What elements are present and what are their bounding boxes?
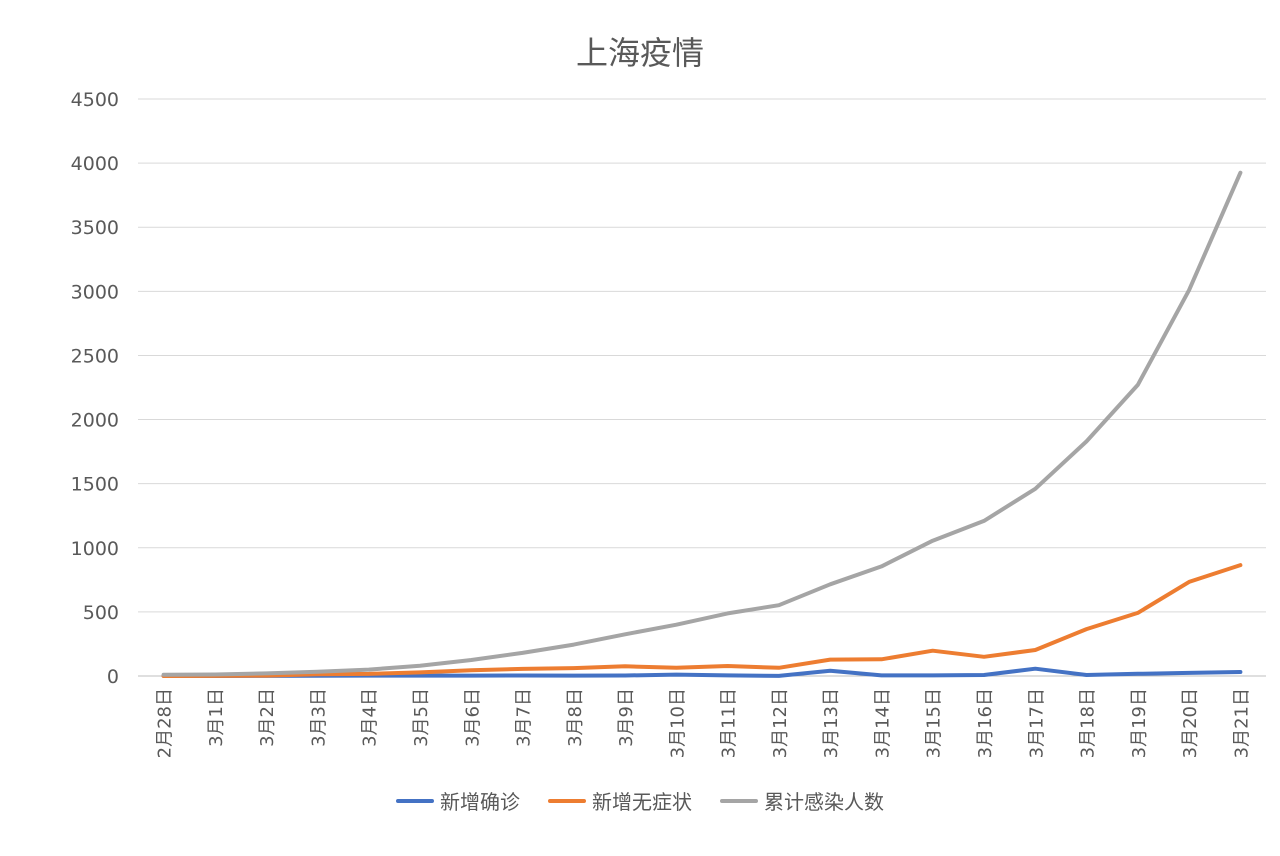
- legend-swatch: [720, 798, 758, 803]
- x-tick-label: 3月4日: [360, 688, 381, 747]
- legend-swatch: [548, 798, 586, 803]
- x-tick-label: 3月9日: [616, 688, 637, 747]
- x-tick-label: 3月1日: [206, 688, 227, 747]
- x-tick-label: 3月2日: [257, 688, 278, 747]
- y-tick-label: 3000: [71, 281, 119, 303]
- x-tick-label: 3月14日: [872, 688, 893, 758]
- x-tick-label: 3月12日: [770, 688, 791, 758]
- x-tick-label: 3月20日: [1180, 688, 1201, 758]
- x-tick-label: 3月5日: [411, 688, 432, 747]
- x-tick-label: 3月15日: [924, 688, 945, 758]
- x-tick-label: 3月10日: [667, 688, 688, 758]
- legend-item: 新增确诊: [396, 786, 520, 815]
- legend: 新增确诊 新增无症状 累计感染人数: [0, 786, 1280, 815]
- x-tick-label: 3月19日: [1129, 688, 1150, 758]
- x-tick-label: 3月17日: [1026, 688, 1047, 758]
- gridlines: [138, 98, 1266, 677]
- x-tick-label: 3月21日: [1231, 688, 1252, 758]
- y-tick-label: 0: [107, 666, 119, 688]
- x-tick-label: 3月6日: [462, 688, 483, 747]
- legend-item: 新增无症状: [548, 786, 692, 815]
- y-tick-label: 500: [83, 602, 119, 624]
- x-tick-label: 3月18日: [1078, 688, 1099, 758]
- x-tick-label: 3月3日: [308, 688, 329, 747]
- y-tick-label: 1500: [71, 474, 119, 496]
- legend-label: 累计感染人数: [764, 790, 884, 814]
- x-tick-label: 3月11日: [719, 688, 740, 758]
- x-tick-label: 2月28日: [155, 688, 176, 758]
- y-tick-label: 4500: [71, 89, 119, 111]
- x-tick-label: 3月16日: [975, 688, 996, 758]
- chart-title: 上海疫情: [575, 34, 704, 72]
- series-lines: [161, 170, 1243, 678]
- y-axis-ticks: 0 500 1000 1500 2000 2500 3000 3500 4000 4500: [71, 89, 119, 688]
- y-tick-label: 2500: [71, 345, 119, 367]
- x-tick-label: 3月8日: [565, 688, 586, 747]
- legend-swatch: [396, 798, 434, 803]
- y-tick-label: 2000: [71, 410, 119, 432]
- series-line-2: [161, 170, 1243, 677]
- series-line-1: [161, 563, 1243, 678]
- y-tick-label: 3500: [71, 217, 119, 239]
- x-axis-ticks: 2月28日 3月1日 3月2日 3月3日 3月4日 3月5日 3月6日 3月7日 3月8日 3月9…: [155, 688, 1253, 758]
- y-tick-label: 4000: [71, 153, 119, 175]
- x-tick-label: 3月13日: [821, 688, 842, 758]
- y-tick-label: 1000: [71, 538, 119, 560]
- legend-label: 新增确诊: [440, 790, 520, 814]
- legend-item: 累计感染人数: [720, 786, 884, 815]
- x-tick-label: 3月7日: [514, 688, 535, 747]
- legend-label: 新增无症状: [592, 790, 692, 814]
